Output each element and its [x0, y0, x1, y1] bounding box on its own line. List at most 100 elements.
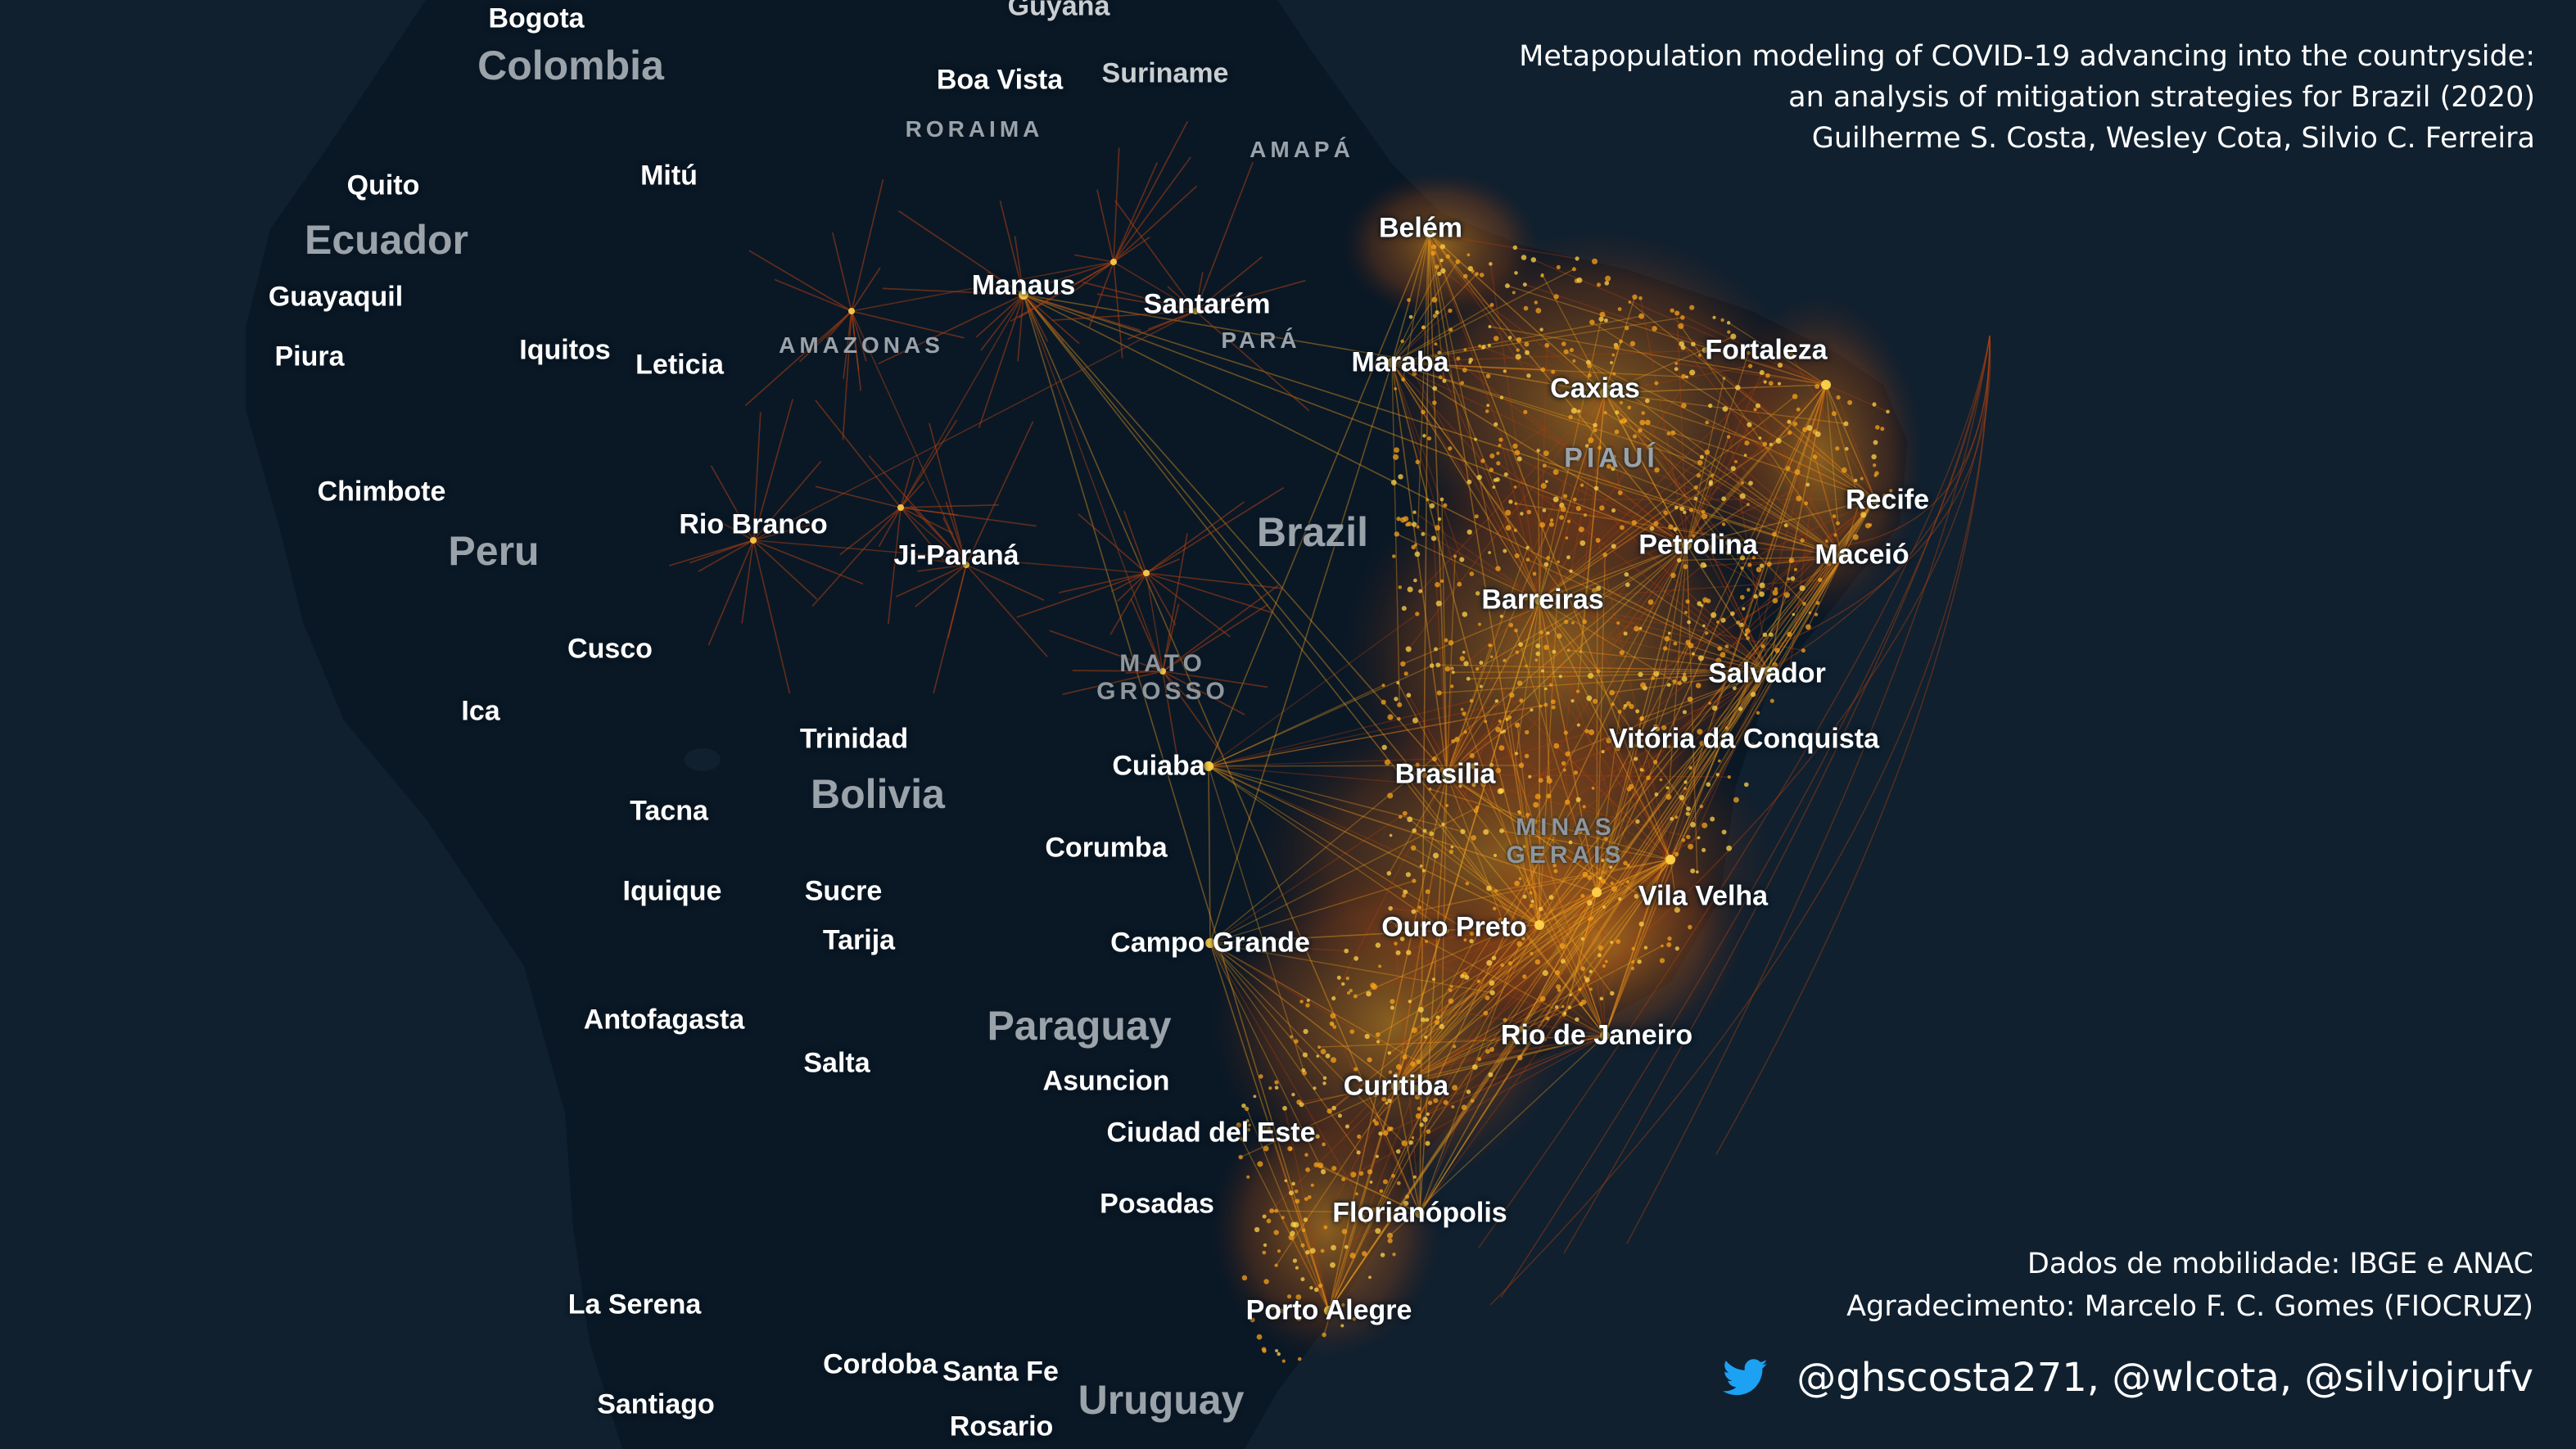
mobility-edge — [1428, 232, 1448, 775]
mobility-edge — [1110, 572, 1147, 593]
municipality-node — [1475, 667, 1480, 671]
municipality-node — [1743, 454, 1747, 457]
municipality-node — [1681, 373, 1686, 379]
municipality-node — [1290, 1035, 1294, 1039]
municipality-node — [1563, 730, 1568, 735]
mobility-edge — [1733, 499, 1876, 689]
municipality-node — [1530, 900, 1534, 903]
mobility-edge — [900, 507, 967, 566]
mobility-edge — [1276, 1086, 1397, 1266]
mobility-edge — [1395, 1035, 1606, 1076]
municipality-node — [1376, 1040, 1381, 1044]
municipality-node — [1499, 395, 1504, 399]
municipality-node — [1606, 463, 1611, 469]
mobility-edge — [1446, 686, 1453, 775]
mobility-edge — [1299, 1086, 1397, 1103]
twitter-handles[interactable]: @ghscosta271, @wlcota, @silviojrufv — [1796, 1355, 2533, 1401]
mobility-edge — [1604, 392, 1688, 546]
mobility-edge — [1328, 1056, 1406, 1311]
municipality-node — [1411, 1027, 1417, 1034]
municipality-node — [1370, 1208, 1376, 1213]
municipality-node — [1602, 905, 1606, 909]
municipality-node — [1552, 496, 1559, 503]
mobility-edge — [1209, 942, 1405, 1144]
municipality-node — [1561, 1004, 1565, 1009]
municipality-node — [1711, 612, 1717, 618]
municipality-node — [1759, 370, 1765, 376]
mobility-edge — [1680, 325, 1843, 557]
mobility-edge — [1208, 765, 1448, 932]
mobility-edge — [1391, 362, 1470, 483]
mobility-edge — [1479, 476, 1540, 601]
municipality-node — [1612, 372, 1616, 376]
mobility-edge — [1446, 645, 1492, 775]
mobility-edge — [752, 523, 813, 541]
mobility-edge — [1539, 375, 1769, 601]
municipality-node — [1373, 1092, 1378, 1098]
municipality-node — [1388, 905, 1393, 911]
municipality-node — [1426, 1112, 1430, 1117]
mobility-edge — [1655, 544, 1688, 727]
municipality-node — [1295, 1198, 1300, 1204]
municipality-node — [1385, 1101, 1389, 1105]
municipality-node — [1431, 766, 1437, 772]
mobility-edge — [1643, 556, 1843, 771]
mobility-edge — [1043, 261, 1114, 286]
twitter-bird-icon[interactable] — [1723, 1359, 1769, 1397]
mobility-edge — [1395, 895, 1584, 1087]
municipality-node — [1309, 1126, 1314, 1131]
municipality-node — [1415, 762, 1420, 767]
city-label-bogota: Bogota — [488, 2, 585, 34]
mobility-edge — [1304, 1219, 1330, 1311]
municipality-node — [1873, 463, 1877, 467]
municipality-node — [1402, 893, 1406, 898]
municipality-node — [1794, 469, 1801, 476]
mobility-edge — [1418, 1035, 1606, 1110]
municipality-node — [1654, 738, 1661, 745]
municipality-node — [1611, 508, 1616, 513]
municipality-node — [1734, 460, 1738, 463]
municipality-node — [1518, 877, 1522, 881]
mobility-edge — [748, 250, 852, 312]
municipality-node — [1566, 555, 1570, 560]
municipality-node — [1603, 410, 1607, 415]
municipality-node — [1534, 595, 1544, 605]
municipality-node — [1476, 474, 1482, 481]
municipality-node — [1448, 639, 1454, 646]
municipality-node — [1494, 699, 1499, 703]
municipality-node — [1291, 1181, 1295, 1186]
municipality-node — [1508, 622, 1514, 628]
municipality-node — [1582, 871, 1589, 878]
municipality-node — [1654, 792, 1659, 797]
municipality-node — [1814, 383, 1820, 390]
mobility-edge — [1391, 362, 1540, 926]
mobility-edge — [1195, 161, 1254, 312]
mobility-edge — [1240, 1086, 1397, 1158]
mobility-edge — [1605, 412, 1843, 557]
municipality-node — [1345, 976, 1349, 981]
mobility-edge — [1768, 556, 1843, 672]
municipality-node — [1432, 400, 1437, 405]
municipality-node — [1435, 264, 1439, 269]
mobility-edge — [1167, 286, 1196, 312]
municipality-node — [1625, 326, 1629, 331]
municipality-node — [1317, 1045, 1321, 1050]
municipality-node — [1503, 472, 1508, 477]
municipality-node — [1701, 847, 1706, 853]
mobility-edge — [1814, 384, 1827, 432]
municipality-node — [1275, 1348, 1279, 1353]
municipality-node — [1528, 774, 1532, 779]
municipality-node — [1455, 259, 1461, 264]
municipality-node — [1480, 458, 1485, 463]
municipality-node — [1634, 625, 1640, 632]
municipality-node — [1741, 481, 1744, 485]
flight-arc — [1715, 335, 1991, 1155]
mobility-edge — [1162, 670, 1189, 700]
municipality-node — [1614, 345, 1620, 350]
municipality-node — [1294, 1039, 1299, 1044]
municipality-node — [1699, 804, 1703, 809]
mobility-edge — [1146, 572, 1164, 672]
municipality-node — [1605, 275, 1611, 282]
municipality-node — [1623, 860, 1628, 866]
